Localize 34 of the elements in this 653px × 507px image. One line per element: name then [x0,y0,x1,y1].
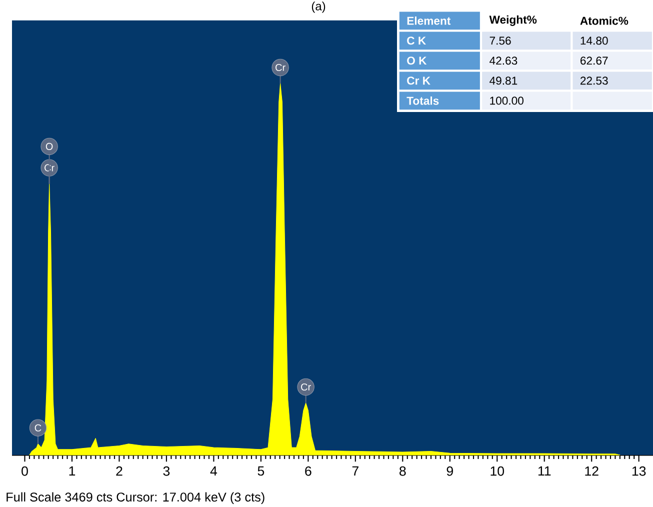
annotation: O [46,142,53,150]
annotation: Cr K [407,76,430,85]
annotation: Cr [276,64,286,72]
annotation: 100.00 [490,96,524,105]
annotation: C [34,424,42,432]
x-tick-label: 12 [585,466,598,476]
x-tick-label: 10 [490,466,504,476]
text: Weight% [489,15,537,26]
text: Atomic% [580,16,628,25]
x-tick-label: 6 [305,466,312,476]
text: Full Scale 3469 cts Cursor: 17.004 keV (3 cts) [6,492,264,504]
x-tick-label: 13 [632,466,646,476]
annotation: 22.53 [580,76,608,85]
text: C K [407,36,426,45]
text: 62.67 [580,56,608,65]
x-tick-label: 8 [400,466,406,476]
text: O K [407,56,427,65]
x-tick-label: 5 [258,466,264,476]
text: 14.80 [580,36,608,45]
annotation: Cr [301,383,311,391]
x-tick-label: 4 [210,466,218,476]
text: 42.63 [490,56,518,65]
text: 7.56 [490,36,511,45]
x-tick-label: 7 [352,466,358,476]
text: Element [407,16,451,25]
annotation: 49.81 [490,76,518,85]
x-tick-label: 3 [163,466,170,476]
x-tick-label: 0 [22,466,28,476]
x-tick-label: 2 [116,466,122,476]
x-tick-label: 9 [446,466,453,476]
annotation: Totals [406,96,439,105]
chart-title: (a) [312,2,326,13]
x-tick-label: 11 [538,466,551,476]
x-tick-label: 1 [69,466,76,476]
